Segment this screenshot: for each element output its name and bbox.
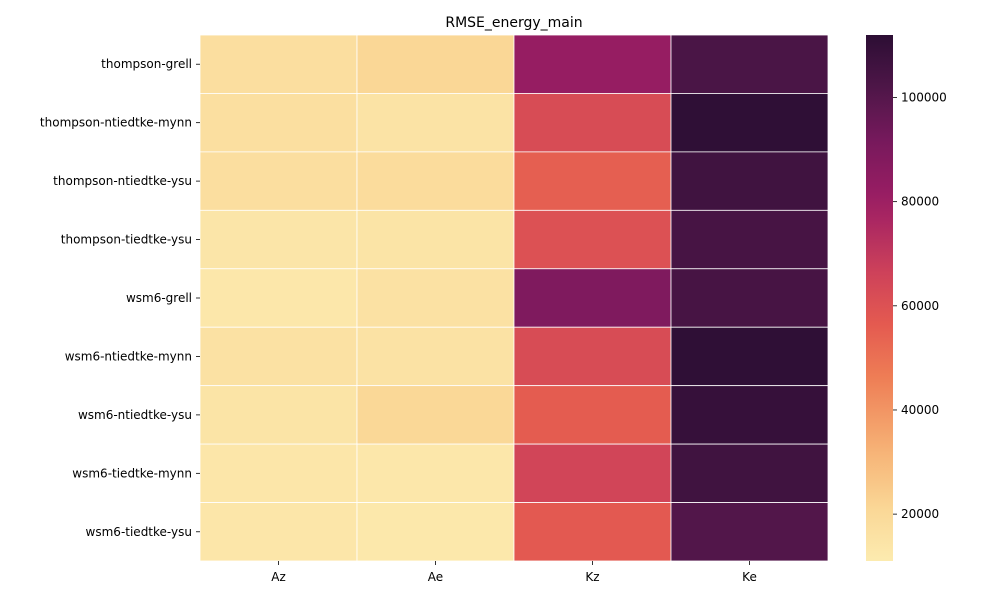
y-tick-label: wsm6-ntiedtke-mynn xyxy=(65,349,192,363)
heatmap-cell xyxy=(199,93,358,153)
heatmap-cell xyxy=(670,93,829,153)
colorbar-tick-label: 100000 xyxy=(901,90,947,104)
heatmap-cell xyxy=(670,151,829,211)
heatmap-cell xyxy=(356,34,515,94)
heatmap-cell xyxy=(356,209,515,270)
heatmap-cell xyxy=(513,385,672,445)
heatmap-cell xyxy=(670,268,829,328)
y-axis: thompson-grell thompson-ntiedtke-mynn thom… xyxy=(40,57,200,539)
heatmap-cell xyxy=(199,502,358,562)
colorbar-tick-label: 80000 xyxy=(901,195,939,209)
y-tick-label: thompson-grell xyxy=(101,57,192,71)
heatmap-cell xyxy=(670,385,829,445)
y-tick-label: wsm6-tiedtke-ysu xyxy=(86,525,192,539)
heatmap-cell xyxy=(513,151,672,211)
y-tick-label: wsm6-tiedtke-mynn xyxy=(72,466,192,480)
heatmap-cell xyxy=(513,93,672,153)
colorbar-axis: 20000 40000 60000 80000 100000 xyxy=(893,90,947,521)
heatmap-cell xyxy=(199,151,358,211)
heatmap-cell xyxy=(199,326,358,387)
heatmap-cell xyxy=(670,443,829,503)
x-tick-label: Ae xyxy=(428,570,443,584)
heatmap-cell xyxy=(356,268,515,328)
x-tick-label: Kz xyxy=(585,570,599,584)
y-tick-label: thompson-ntiedtke-mynn xyxy=(40,116,192,130)
heatmap-cell xyxy=(199,209,358,270)
y-tick-label: thompson-ntiedtke-ysu xyxy=(53,174,192,188)
y-tick-label: wsm6-ntiedtke-ysu xyxy=(78,408,192,422)
heatmap-cell xyxy=(513,502,672,562)
heatmap-cell xyxy=(670,34,829,94)
heatmap-cell xyxy=(513,34,672,94)
heatmap-cell xyxy=(356,443,515,503)
heatmap-cell xyxy=(670,326,829,387)
y-tick-label: wsm6-grell xyxy=(126,291,192,305)
chart-title: RMSE_energy_main xyxy=(445,15,582,31)
heatmap-cell xyxy=(356,502,515,562)
heatmap-cell xyxy=(199,443,358,503)
heatmap-cell xyxy=(670,209,829,270)
y-tick-label: thompson-tiedtke-ysu xyxy=(61,233,192,247)
heatmap-cell xyxy=(513,209,672,270)
colorbar xyxy=(866,35,893,561)
x-tick-label: Az xyxy=(271,570,286,584)
heatmap-cell xyxy=(670,502,829,562)
heatmap-cell xyxy=(199,34,358,94)
colorbar-tick-label: 60000 xyxy=(901,299,939,313)
heatmap-cell xyxy=(356,93,515,153)
heatmap-cell xyxy=(356,385,515,445)
heatmap-cell xyxy=(356,326,515,387)
heatmap-cell xyxy=(199,268,358,328)
heatmap-cell xyxy=(513,326,672,387)
colorbar-tick-label: 20000 xyxy=(901,507,939,521)
heatmap-cell xyxy=(513,443,672,503)
x-axis: Az Ae Kz Ke xyxy=(271,561,757,584)
x-tick-label: Ke xyxy=(742,570,757,584)
colorbar-tick-label: 40000 xyxy=(901,403,939,417)
heatmap-cell xyxy=(513,268,672,328)
heatmap-cell xyxy=(199,385,358,445)
heatmap-cells xyxy=(199,34,829,562)
heatmap-cell xyxy=(356,151,515,211)
